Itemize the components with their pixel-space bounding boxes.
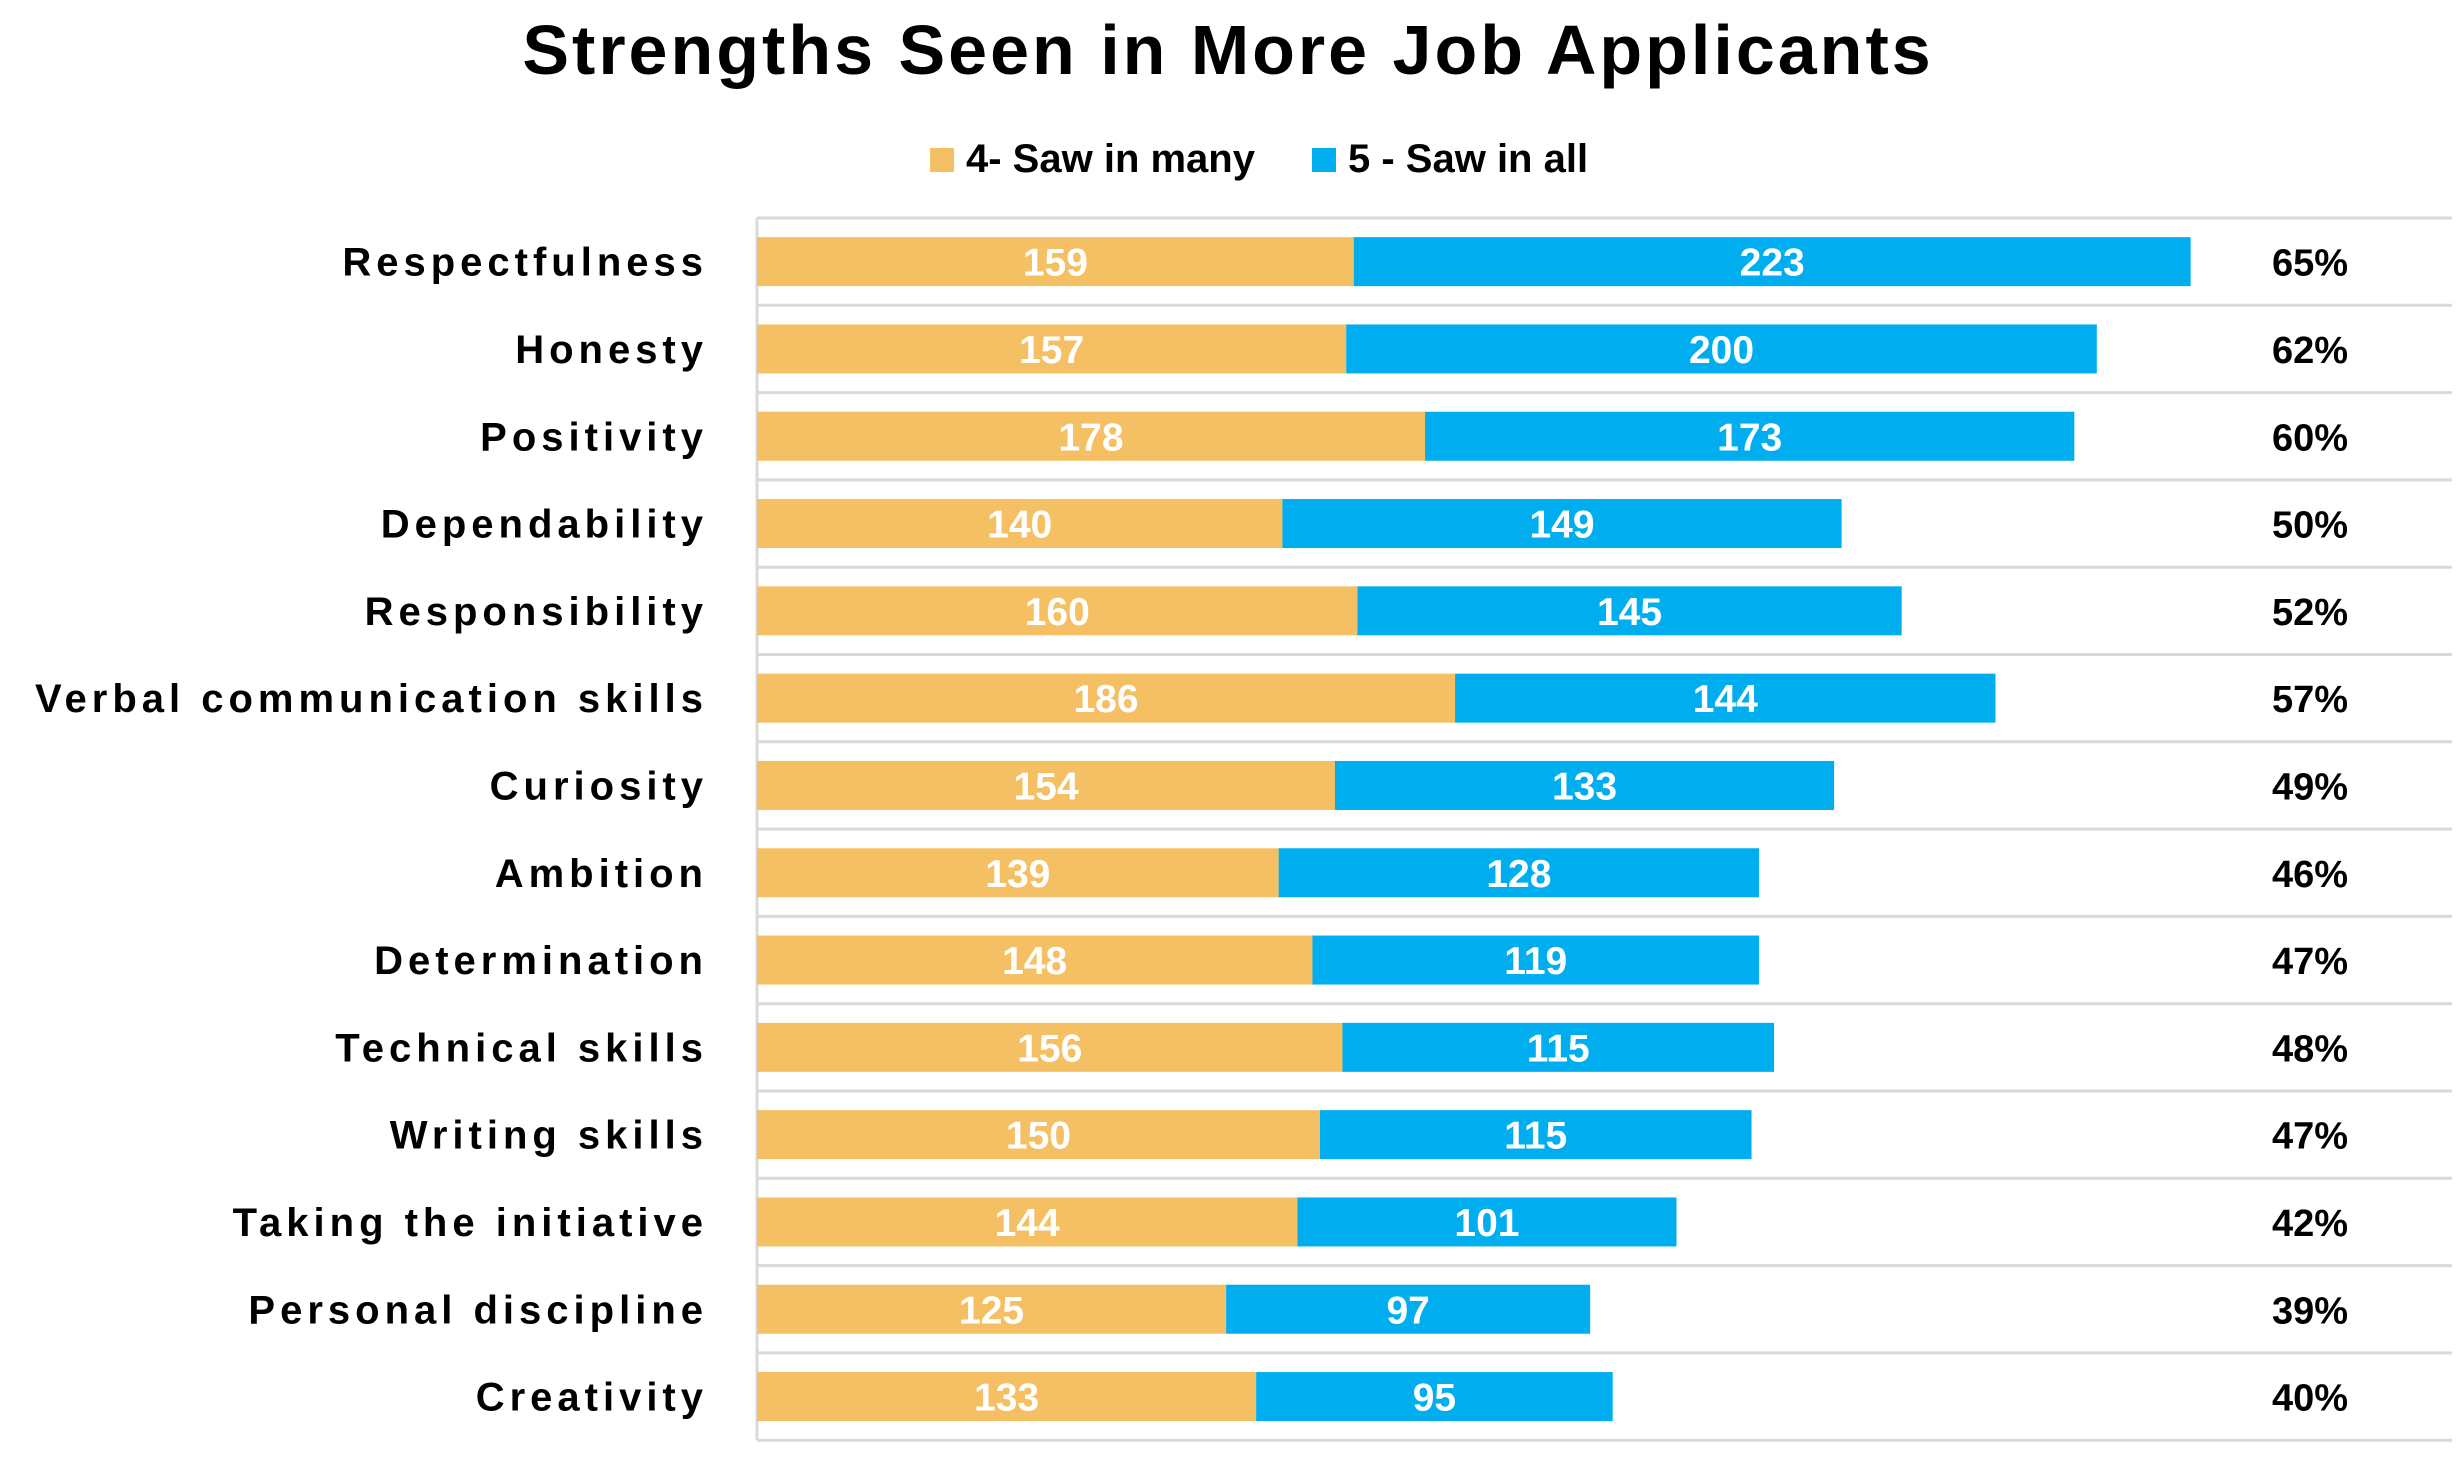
category-label: Writing skills	[390, 1114, 708, 1158]
bar-series-0	[757, 935, 1313, 985]
category-label: Respectfulness	[342, 241, 708, 285]
bar-series-0	[757, 237, 1354, 287]
bar-series-1	[1455, 673, 1996, 723]
percent-label: 65%	[2272, 243, 2348, 285]
bar-value-label: 150	[1006, 1115, 1071, 1158]
bar-value-label: 97	[1386, 1289, 1429, 1332]
bar-value-label: 133	[974, 1377, 1039, 1420]
bar-value-label: 139	[985, 853, 1050, 896]
bar-value-label: 157	[1019, 329, 1084, 372]
percent-label: 48%	[2272, 1028, 2348, 1070]
bar-value-label: 115	[1527, 1027, 1590, 1070]
bar-series-0	[757, 760, 1335, 810]
bar-series-1	[1425, 411, 2075, 461]
bar-series-0	[757, 411, 1426, 461]
bar-value-label: 223	[1740, 242, 1805, 285]
percent-label: 47%	[2272, 941, 2348, 983]
bar-value-label: 186	[1073, 678, 1138, 721]
legend-swatch-series-0	[930, 148, 954, 172]
bar-series-0	[757, 499, 1283, 549]
bar-value-label: 144	[1693, 678, 1758, 721]
bar-series-0	[757, 1284, 1227, 1334]
bar-series-1	[1278, 848, 1760, 898]
category-label: Responsibility	[365, 590, 708, 634]
percent-label: 40%	[2272, 1378, 2348, 1420]
percent-label: 47%	[2272, 1116, 2348, 1158]
bar-series-0	[757, 1197, 1298, 1247]
bar-value-label: 160	[1025, 591, 1090, 634]
category-label: Dependability	[381, 503, 708, 547]
bar-series-0	[757, 324, 1347, 374]
bar-series-0	[757, 848, 1279, 898]
bar-value-label: 140	[987, 504, 1052, 547]
bar-value-label: 173	[1717, 416, 1782, 459]
bar-series-1	[1297, 1197, 1677, 1247]
category-label: Technical skills	[335, 1026, 708, 1070]
category-label: Verbal communication skills	[35, 677, 708, 721]
category-label: Honesty	[515, 328, 708, 372]
bar-series-1	[1334, 760, 1835, 810]
category-label: Ambition	[495, 852, 708, 896]
bar-series-1	[1226, 1284, 1591, 1334]
bar-value-label: 148	[1002, 940, 1067, 983]
bar-value-label: 125	[959, 1289, 1024, 1332]
legend: 4- Saw in many 5 - Saw in all	[930, 137, 1588, 181]
bar-value-label: 178	[1058, 416, 1123, 459]
bar-series-1	[1357, 586, 1902, 636]
category-label: Curiosity	[490, 764, 708, 808]
percent-label: 62%	[2272, 330, 2348, 372]
bar-value-label: 200	[1689, 329, 1754, 372]
percent-label: 52%	[2272, 592, 2348, 634]
bar-value-label: 145	[1597, 591, 1662, 634]
percent-label: 49%	[2272, 766, 2348, 808]
category-label: Creativity	[476, 1376, 708, 1420]
bar-series-1	[1342, 1022, 1775, 1072]
bar-value-label: 101	[1454, 1202, 1519, 1245]
bar-value-label: 144	[995, 1202, 1060, 1245]
bar-series-0	[757, 673, 1456, 723]
legend-label-series-1: 5 - Saw in all	[1348, 137, 1588, 181]
percent-label: 50%	[2272, 505, 2348, 547]
percent-label: 46%	[2272, 854, 2348, 896]
bar-series-1	[1312, 935, 1760, 985]
bar-value-label: 149	[1529, 504, 1594, 547]
bar-value-label: 95	[1413, 1377, 1456, 1420]
bar-value-label: 119	[1504, 940, 1567, 983]
bar-series-0	[757, 1110, 1320, 1160]
legend-swatch-series-1	[1312, 148, 1336, 172]
bar-value-label: 115	[1504, 1115, 1567, 1158]
legend-label-series-0: 4- Saw in many	[966, 137, 1256, 181]
category-label: Personal discipline	[248, 1288, 708, 1332]
chart-title: Strengths Seen in More Job Applicants	[522, 11, 1933, 89]
category-label: Determination	[374, 939, 708, 983]
bar-series-0	[757, 1372, 1257, 1422]
plot-area: Respectfulness 159 223 65% Honesty 157 200 62% P…	[35, 216, 2452, 1442]
bar-series-1	[1282, 499, 1842, 549]
percent-label: 57%	[2272, 679, 2348, 721]
bar-series-0	[757, 1022, 1343, 1072]
category-label: Positivity	[480, 415, 708, 459]
bar-series-0	[757, 586, 1358, 636]
bar-value-label: 128	[1486, 853, 1551, 896]
bar-series-1	[1319, 1110, 1752, 1160]
percent-label: 42%	[2272, 1203, 2348, 1245]
category-label: Taking the initiative	[233, 1201, 708, 1245]
bar-value-label: 154	[1013, 765, 1078, 808]
bar-value-label: 159	[1023, 242, 1088, 285]
bar-series-1	[1346, 324, 2097, 374]
bar-value-label: 133	[1552, 765, 1617, 808]
bar-value-label: 156	[1017, 1027, 1082, 1070]
bar-series-1	[1353, 237, 2191, 287]
percent-label: 60%	[2272, 417, 2348, 459]
bar-series-1	[1256, 1372, 1613, 1422]
percent-label: 39%	[2272, 1290, 2348, 1332]
